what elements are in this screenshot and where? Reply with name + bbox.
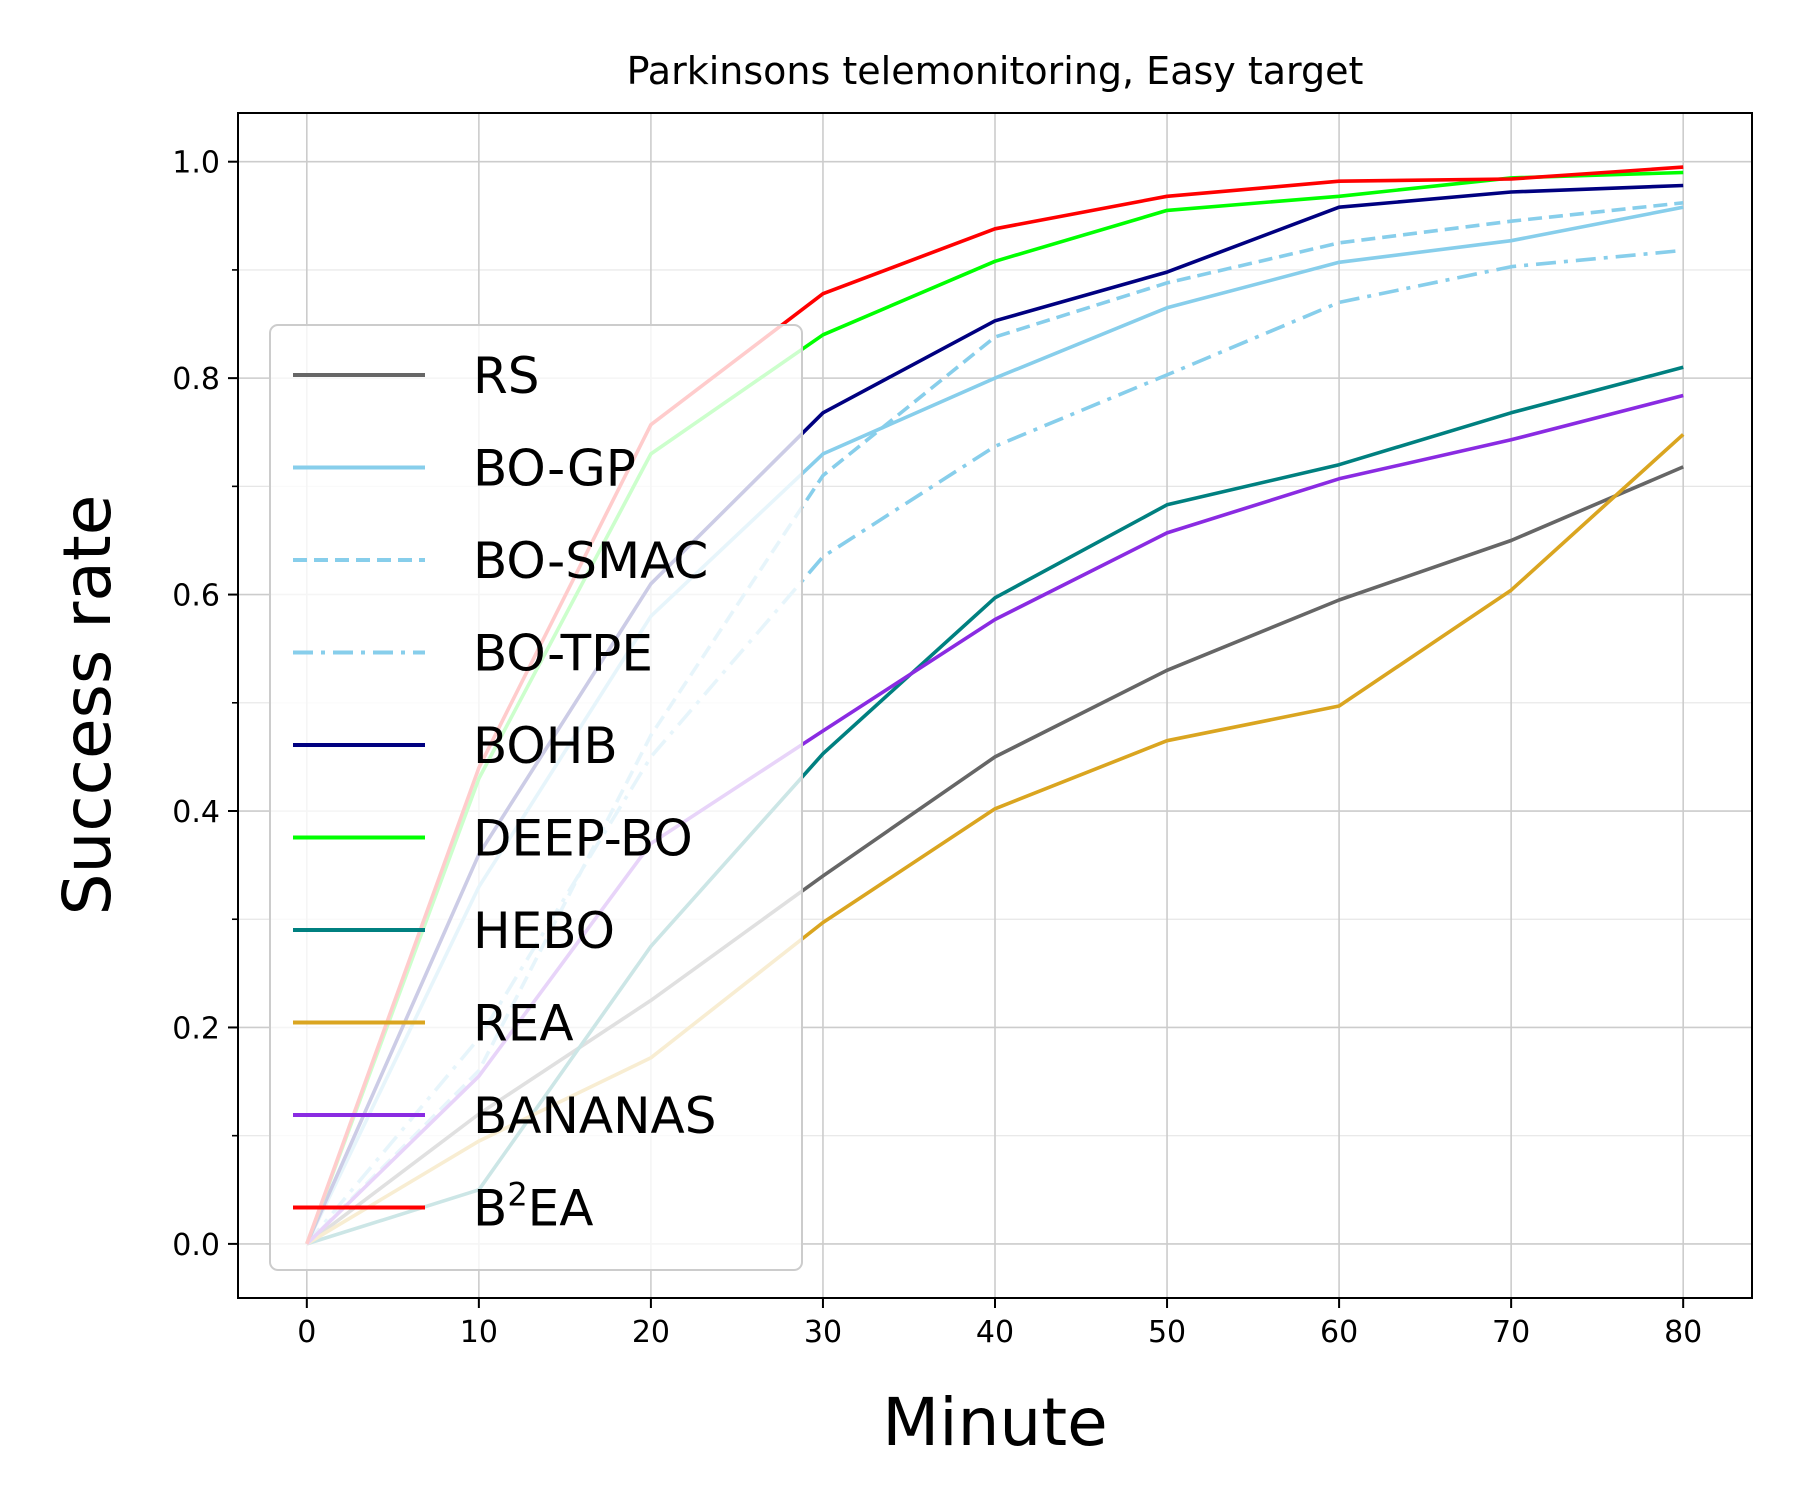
y-tick-label: 0.2 [172,1011,220,1046]
legend-label-bananas: BANANAS [473,1087,716,1145]
x-tick-label: 20 [632,1315,670,1350]
x-tick-label: 10 [460,1315,498,1350]
legend-label-hebo: HEBO [473,902,615,960]
x-tick-label: 40 [976,1315,1014,1350]
y-tick-label: 0.6 [172,579,220,614]
legend-label-bo-tpe: BO-TPE [473,625,653,683]
legend-label-deep-bo: DEEP-BO [473,810,693,868]
x-tick-label: 0 [297,1315,316,1350]
x-tick-label: 80 [1664,1315,1702,1350]
y-tick-label: 0.8 [172,362,220,397]
chart-title: Parkinsons telemonitoring, Easy target [627,49,1364,93]
x-tick-label: 30 [804,1315,842,1350]
legend-label-bohb: BOHB [473,717,618,775]
axis-ticks: 0 10 20 30 40 50 60 70 80 0.0 0.2 0.4 0.6 0.8 1.0 [172,146,1702,1350]
y-tick-label: 1.0 [172,146,220,181]
y-tick-label: 0.0 [172,1228,220,1263]
y-axis-label: Success rate [49,495,126,916]
x-axis-label: Minute [882,1384,1107,1461]
legend-label-bo-smac: BO-SMAC [473,532,708,590]
legend-label-rea: REA [473,995,574,1053]
x-tick-label: 70 [1492,1315,1530,1350]
y-tick-label: 0.4 [172,795,220,830]
legend-label-b2ea: B2EA [473,1176,593,1238]
x-tick-label: 60 [1320,1315,1358,1350]
x-tick-label: 50 [1148,1315,1186,1350]
legend: RS BO-GP BO-SMAC BO-TPE BOHB DEEP-BO HEBO REA BA… [269,324,803,1271]
legend-label-rs: RS [473,347,539,405]
legend-label-bo-gp: BO-GP [473,440,636,498]
